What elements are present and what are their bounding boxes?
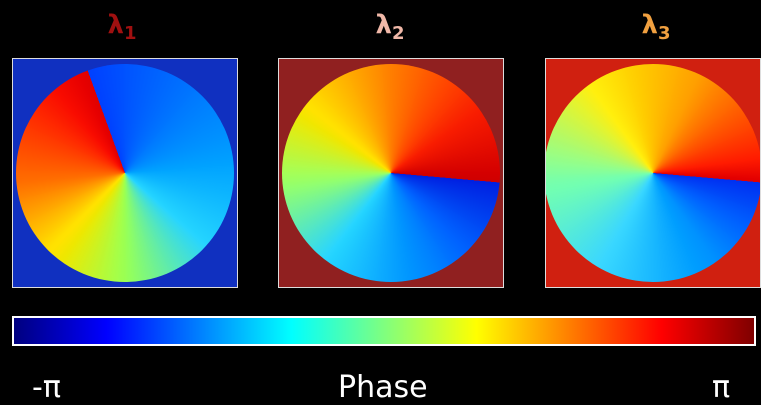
subscript: 3 <box>658 23 671 44</box>
subscript: 1 <box>124 23 137 44</box>
phase-disk <box>545 64 761 282</box>
colorbar-min: -π <box>32 370 61 405</box>
panel-label: λ2 <box>376 10 405 44</box>
subscript: 2 <box>392 23 405 44</box>
lambda: λ <box>642 10 658 40</box>
phase-disk <box>282 64 500 282</box>
colorbar-max: π <box>712 370 730 405</box>
phase-map <box>12 58 238 288</box>
panel-label: λ3 <box>642 10 671 44</box>
panel-label: λ1 <box>108 10 137 44</box>
figure: λ1 λ2 λ3 -π Phase π (() => { const data … <box>0 0 761 405</box>
phase-disk <box>16 64 234 282</box>
lambda: λ <box>376 10 392 40</box>
colorbar <box>12 316 756 346</box>
phase-map <box>278 58 504 288</box>
phase-map <box>545 58 761 288</box>
lambda: λ <box>108 10 124 40</box>
colorbar-title: Phase <box>338 370 428 405</box>
